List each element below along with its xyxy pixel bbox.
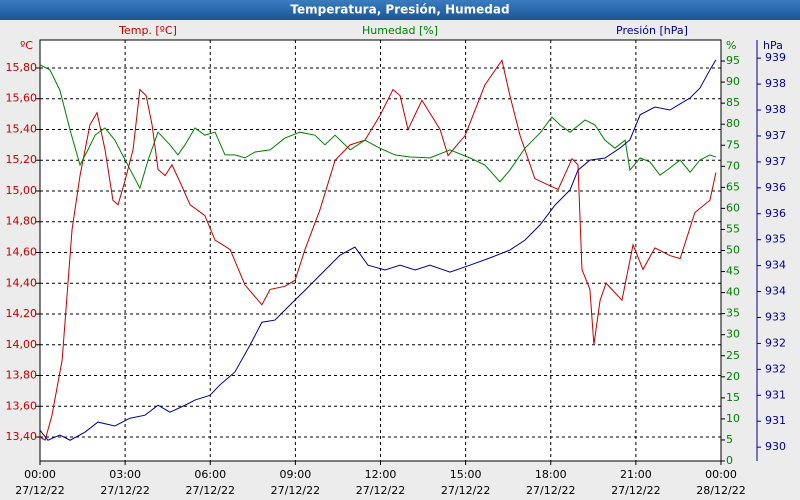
y2-tick-label: 55 <box>726 222 740 235</box>
x-tick-label: 15:00 <box>450 468 482 481</box>
y2-tick-label: 90 <box>726 75 740 88</box>
y2-tick-label: 70 <box>726 159 740 172</box>
y2-tick-label: 45 <box>726 265 740 278</box>
y3-tick-label: 931 <box>765 388 786 401</box>
y-tick-label: 14,40 <box>6 276 38 289</box>
y2-tick-label: 25 <box>726 349 740 362</box>
y3-tick-label: 938 <box>765 103 786 116</box>
y-tick-label: 15,60 <box>6 92 38 105</box>
x-tick-date: 28/12/22 <box>696 484 745 497</box>
series-line <box>39 59 717 441</box>
y2-tick-label: 10 <box>726 412 740 425</box>
y2-tick-label: 30 <box>726 328 740 341</box>
y-unit: ºC <box>20 39 33 52</box>
y-tick-label: 15,20 <box>6 153 38 166</box>
x-tick-date: 27/12/22 <box>186 484 235 497</box>
y-tick-label: 15,00 <box>6 184 38 197</box>
y3-tick-label: 934 <box>765 259 786 272</box>
y3-tick-label: 930 <box>765 440 786 453</box>
y3-tick-label: 936 <box>765 207 786 220</box>
y3-tick-label: 937 <box>765 129 786 142</box>
y2-tick-label: 20 <box>726 370 740 383</box>
y-tick-label: 15,40 <box>6 122 38 135</box>
y2-tick-label: 15 <box>726 391 740 404</box>
y2-tick-label: 60 <box>726 201 740 214</box>
y2-tick-label: 65 <box>726 180 740 193</box>
title-bar <box>0 0 800 20</box>
legend-entry: Temp. [ºC] <box>118 24 177 37</box>
y-tick-label: 14,60 <box>6 245 38 258</box>
y3-tick-label: 933 <box>765 310 786 323</box>
y3-tick-label: 936 <box>765 181 786 194</box>
x-tick-label: 21:00 <box>620 468 652 481</box>
chart-title: Temperatura, Presión, Humedad <box>290 3 509 17</box>
y2-tick-label: 40 <box>726 286 740 299</box>
x-tick-label: 00:00 <box>24 468 56 481</box>
y3-tick-label: 932 <box>765 362 786 375</box>
series-line <box>39 64 717 190</box>
y-tick-label: 14,80 <box>6 215 38 228</box>
y2-tick-label: 5 <box>726 433 733 446</box>
y-tick-label: 13,60 <box>6 399 38 412</box>
y3-tick-label: 931 <box>765 414 786 427</box>
x-tick-label: 18:00 <box>535 468 567 481</box>
y-tick-label: 13,80 <box>6 369 38 382</box>
y3-tick-label: 935 <box>765 233 786 246</box>
x-tick-label: 06:00 <box>194 468 226 481</box>
x-tick-date: 27/12/22 <box>100 484 149 497</box>
x-tick-date: 27/12/22 <box>526 484 575 497</box>
y-tick-label: 14,00 <box>6 338 38 351</box>
x-tick-label: 00:00 <box>705 468 737 481</box>
y2-tick-label: 75 <box>726 138 740 151</box>
x-tick-date: 27/12/22 <box>356 484 405 497</box>
y2-tick-label: 80 <box>726 117 740 130</box>
y-tick-label: 13,40 <box>6 430 38 443</box>
y3-tick-label: 939 <box>765 51 786 64</box>
x-tick-date: 27/12/22 <box>441 484 490 497</box>
y2-tick-label: 35 <box>726 307 740 320</box>
y-tick-label: 14,20 <box>6 307 38 320</box>
y2-unit: % <box>726 39 736 52</box>
legend-entry: Presión [hPa] <box>616 24 688 37</box>
y3-tick-label: 938 <box>765 77 786 90</box>
legend-entry: Humedad [%] <box>362 24 438 37</box>
x-tick-label: 03:00 <box>109 468 141 481</box>
x-tick-date: 27/12/22 <box>611 484 660 497</box>
y2-tick-label: 85 <box>726 96 740 109</box>
y3-unit: hPa <box>763 39 783 52</box>
x-tick-label: 09:00 <box>280 468 312 481</box>
x-tick-date: 27/12/22 <box>271 484 320 497</box>
y2-tick-label: 0 <box>726 454 733 467</box>
y2-tick-label: 50 <box>726 244 740 257</box>
y3-tick-label: 934 <box>765 285 786 298</box>
y-tick-label: 15,80 <box>6 61 38 74</box>
y3-tick-label: 932 <box>765 336 786 349</box>
x-tick-date: 27/12/22 <box>15 484 64 497</box>
x-tick-label: 12:00 <box>365 468 397 481</box>
y3-tick-label: 937 <box>765 155 786 168</box>
y2-tick-label: 95 <box>726 54 740 67</box>
series-line <box>39 59 717 441</box>
